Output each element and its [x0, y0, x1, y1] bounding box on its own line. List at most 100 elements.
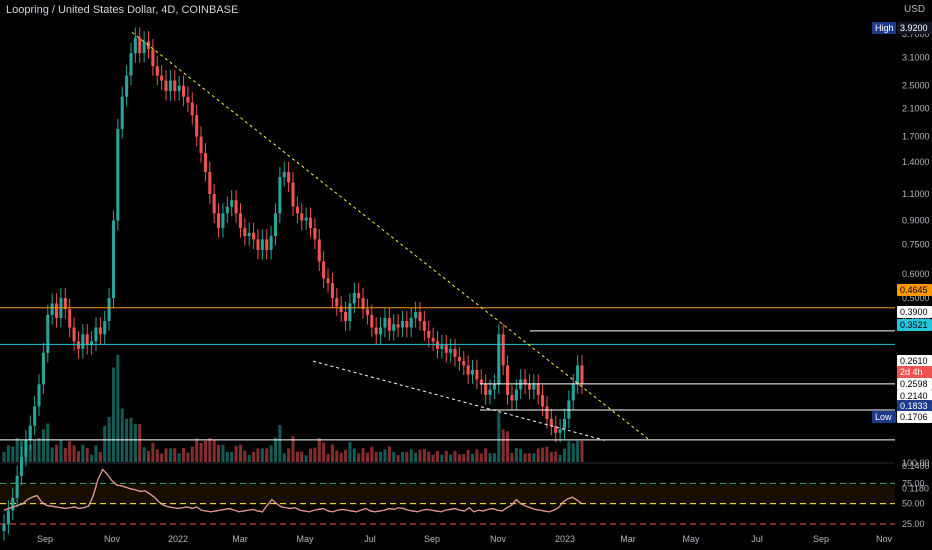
price-tag-bg — [897, 366, 932, 378]
candle-body — [427, 330, 431, 338]
candle-body — [63, 298, 67, 310]
volume-bar — [256, 448, 260, 462]
candle-body — [431, 337, 435, 342]
price-tag-value: 0.1833 — [900, 401, 928, 411]
volume-bar — [24, 442, 28, 462]
candle-body — [300, 213, 304, 221]
candle-body — [234, 200, 238, 214]
candle-body — [19, 456, 24, 476]
time-tick-label: Jul — [364, 534, 376, 544]
volume-bar — [155, 449, 159, 462]
candle-body — [326, 278, 330, 284]
price-tag-value: 0.3521 — [900, 320, 928, 330]
volume-bar — [133, 423, 137, 462]
candle-body — [125, 75, 129, 97]
candle-body — [238, 213, 242, 229]
candle-body — [444, 345, 448, 353]
price-tag-bg — [897, 400, 932, 412]
volume-bar — [28, 444, 32, 462]
candle-body — [501, 334, 505, 366]
price-tick-label: 0.5000 — [902, 293, 930, 303]
volume-bar — [50, 447, 54, 462]
candle-body — [536, 384, 540, 395]
volume-bar — [374, 451, 378, 462]
volume-bar — [470, 453, 475, 462]
candle-body — [138, 37, 142, 54]
volume-bar — [313, 447, 317, 462]
candle-body — [142, 41, 146, 54]
candle-body — [203, 153, 207, 172]
volume-bar — [81, 444, 85, 462]
candle-body — [370, 314, 374, 328]
candle-body — [392, 324, 396, 331]
candle-body — [221, 213, 225, 229]
price-tag-value: 0.2598 — [900, 379, 928, 389]
price-tag-value: 0.4645 — [900, 285, 928, 295]
volume-bar — [15, 437, 19, 462]
candle-body — [11, 497, 15, 511]
candle-body — [304, 217, 308, 221]
currency-label: USD — [904, 4, 926, 15]
candle-body — [160, 75, 164, 81]
volume-bar — [414, 452, 418, 462]
volume-bar — [510, 452, 514, 462]
volume-bar — [208, 437, 212, 462]
volume-bar — [484, 448, 488, 462]
price-tag-value: 0.2140 — [900, 391, 928, 401]
volume-bar — [273, 437, 278, 462]
volume-bar — [72, 445, 76, 462]
time-tick-label: Nov — [876, 534, 893, 544]
volume-bar — [225, 451, 229, 462]
candle-body — [361, 298, 365, 310]
candle-body — [181, 85, 186, 97]
volume-bar — [554, 451, 558, 462]
candle-body — [295, 206, 299, 214]
candle-body — [497, 334, 501, 385]
volume-bar — [457, 454, 461, 462]
volume-bar — [230, 452, 234, 462]
candle-body — [435, 341, 440, 349]
volume-bar — [173, 448, 177, 462]
candle-body — [549, 418, 553, 426]
volume-bar — [558, 454, 562, 462]
volume-bar — [396, 455, 400, 462]
volume-bar — [2, 451, 6, 462]
price-tick-label: 0.1400 — [902, 461, 930, 471]
volume-bar — [339, 452, 343, 462]
volume-bar — [252, 451, 256, 462]
candle-body — [449, 348, 453, 353]
candle-body — [287, 171, 291, 183]
candle-body — [519, 379, 523, 390]
volume-bar — [308, 448, 313, 462]
volume-bar — [506, 431, 510, 462]
volume-bar — [462, 454, 466, 462]
volume-bar — [330, 444, 334, 462]
volume-bar — [400, 452, 405, 462]
volume-bar — [63, 447, 67, 462]
candle-body — [365, 309, 369, 315]
price-tag-bg — [897, 284, 932, 296]
price-tag-value: 0.1706 — [900, 412, 928, 422]
volume-bar — [514, 447, 518, 462]
volume-bar — [422, 449, 426, 462]
price-tag-label-bg — [872, 22, 896, 34]
candle-body — [195, 115, 199, 137]
candle-body — [81, 334, 85, 349]
candle-body — [33, 406, 37, 426]
price-tick-label: 0.1180 — [902, 484, 929, 494]
candle-body — [453, 348, 457, 357]
volume-bar — [379, 451, 383, 462]
candle-body — [440, 345, 444, 349]
volume-bar — [497, 412, 501, 462]
candle-body — [479, 379, 483, 385]
volume-bar — [287, 448, 291, 462]
volume-bar — [243, 450, 247, 462]
volume-bar — [466, 449, 470, 462]
volume-bar — [212, 440, 216, 462]
volume-bar — [527, 453, 531, 462]
volume-bar — [282, 453, 286, 462]
candle-body — [514, 389, 518, 401]
volume-bar — [111, 367, 116, 462]
